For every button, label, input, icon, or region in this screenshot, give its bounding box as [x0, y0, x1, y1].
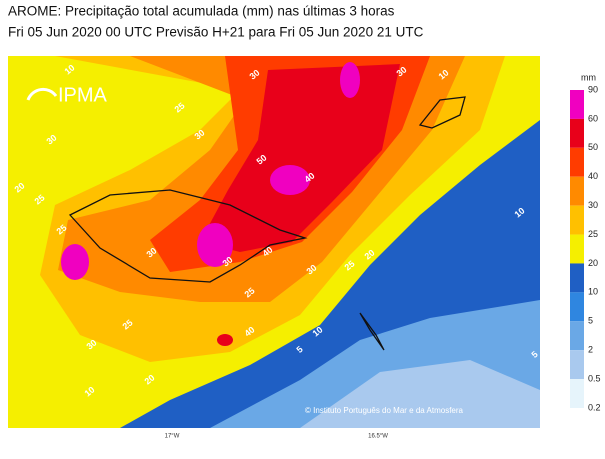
colorbar-label: 90	[588, 84, 598, 94]
region	[217, 334, 233, 346]
colorbar-band	[570, 321, 584, 351]
contour-label: 30	[45, 132, 59, 146]
coastline	[68, 189, 308, 283]
region	[197, 223, 233, 267]
contour-label: 40	[243, 324, 257, 338]
title: AROME: Precipitação total acumulada (mm)…	[8, 4, 395, 19]
colorbar-label: 20	[588, 258, 598, 268]
contour-label: 20	[143, 372, 157, 386]
contour-label: 10	[83, 384, 97, 398]
contour-label: 25	[343, 258, 357, 272]
colorbar: 90 60 50 40 30 25 20 10 5 2 0.5 0.2	[570, 84, 601, 412]
contour-label: 10	[437, 67, 451, 81]
colorbar-label: 0.5	[588, 373, 601, 383]
region	[300, 360, 540, 428]
contour-labels: 10 25 30 40 50 30 25 20 25 30 30 40 30 25 20 10 25 30 40 25…	[13, 62, 540, 398]
colorbar-label: 40	[588, 171, 598, 181]
coastline	[418, 96, 466, 129]
colorbar-label: 30	[588, 200, 598, 210]
contour-label: 30	[305, 262, 319, 276]
colorbar-label: 60	[588, 113, 598, 123]
contour-label: 20	[13, 180, 27, 194]
colorbar-label: 5	[588, 316, 593, 326]
contour-label: 50	[255, 152, 269, 166]
legend-unit: mm	[581, 72, 596, 82]
x-axis-label: 17°W	[165, 434, 180, 440]
contour-label: 40	[303, 170, 317, 184]
contour-label: 40	[261, 244, 275, 258]
subtitle: Fri 05 Jun 2020 00 UTC Previsão H+21 par…	[8, 25, 424, 40]
contour-label: 25	[33, 192, 47, 206]
colorbar-band	[570, 176, 584, 206]
colorbar-label: 0.2	[588, 402, 601, 412]
colorbar-band	[570, 90, 584, 119]
region	[61, 244, 89, 280]
colorbar-band	[570, 118, 584, 148]
contour-label: 5	[294, 344, 304, 355]
contour-label: 10	[513, 205, 527, 219]
colorbar-label: 10	[588, 287, 598, 297]
contour-label: 30	[395, 64, 409, 78]
contour-label: 10	[63, 62, 77, 76]
contour-label: 25	[121, 317, 135, 331]
region	[340, 62, 360, 98]
x-axis-label: 16.5°W	[368, 434, 388, 440]
colorbar-band	[570, 205, 584, 235]
contour-label: 25	[55, 222, 69, 236]
coastline	[359, 312, 385, 351]
logo-icon	[26, 87, 58, 101]
region	[270, 165, 310, 195]
contour-label: 25	[243, 285, 257, 299]
contour-label: 30	[248, 67, 262, 81]
region	[200, 64, 400, 252]
copyright: © Instituto Português do Mar e da Atmosf…	[305, 406, 464, 415]
contour-label: 20	[363, 247, 377, 261]
colorbar-band	[570, 350, 584, 380]
colorbar-band	[570, 147, 584, 177]
contour-label: 10	[311, 324, 325, 338]
contour-label: 30	[145, 245, 159, 259]
contour-label: 25	[173, 100, 187, 114]
colorbar-band	[570, 379, 584, 408]
colorbar-band	[570, 292, 584, 322]
colorbar-band	[570, 234, 584, 264]
colorbar-label: 50	[588, 142, 598, 152]
contour-label: 30	[85, 337, 99, 351]
colorbar-band	[570, 263, 584, 293]
contour-label: 30	[193, 127, 207, 141]
contour-label: 5	[529, 349, 539, 360]
map: IPMA © Instituto Português do Mar e da A…	[8, 56, 540, 428]
logo: IPMA	[58, 84, 108, 106]
colorbar-label: 25	[588, 229, 598, 239]
contour-label: 30	[221, 254, 235, 268]
colorbar-label: 2	[588, 345, 593, 355]
